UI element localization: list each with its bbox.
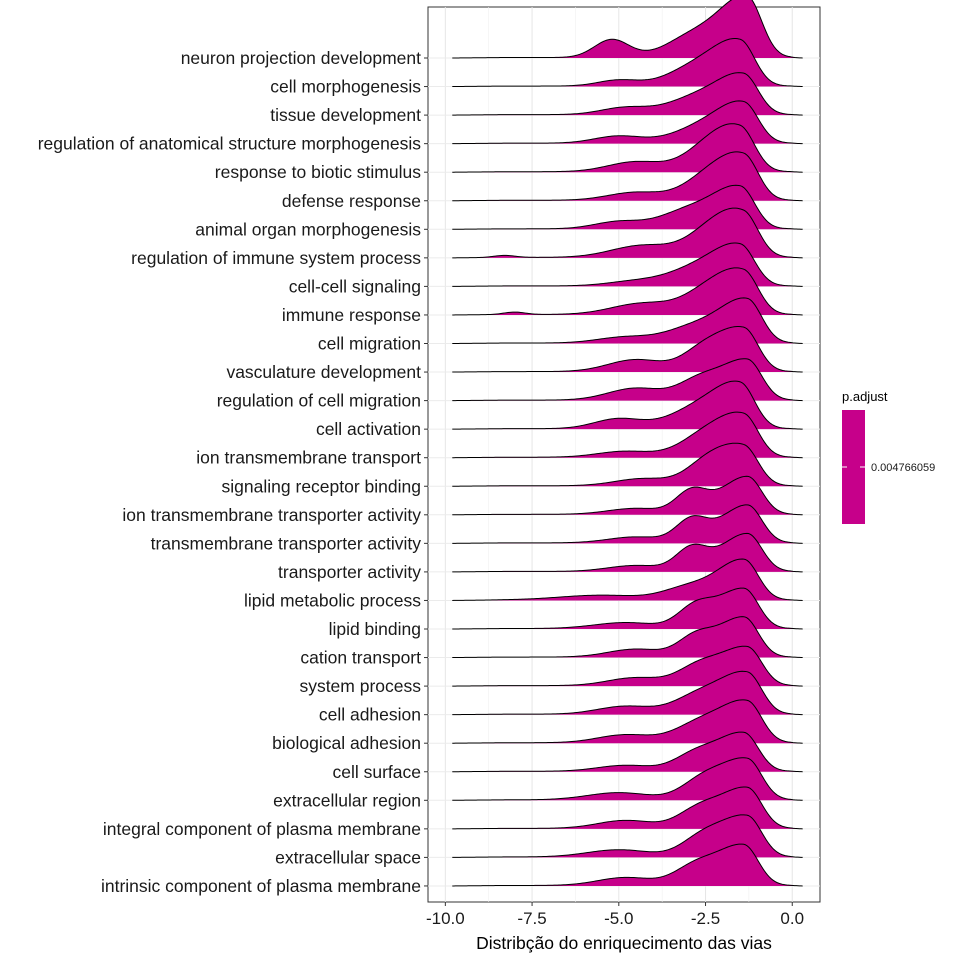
legend-colorbar — [842, 410, 865, 524]
category-label: lipid metabolic process — [244, 590, 421, 610]
category-label: ion transmembrane transporter activity — [122, 505, 421, 525]
ridge-lipid-binding — [452, 588, 803, 629]
category-label: extracellular region — [273, 790, 421, 810]
ridge-outline — [452, 475, 803, 516]
ridge-intrinsic-component-of-plasma-membrane — [452, 844, 803, 886]
category-label: biological adhesion — [272, 733, 421, 753]
category-label: ion transmembrane transport — [196, 448, 421, 468]
ridge-outline — [452, 587, 803, 630]
category-label: cell-cell signaling — [289, 276, 421, 296]
category-label: cell morphogenesis — [270, 77, 421, 97]
ridge-outline — [452, 184, 803, 230]
ridge-outline — [452, 297, 803, 344]
legend-label: 0.004766059 — [871, 462, 935, 474]
ridge-outline — [452, 100, 803, 145]
x-tick-label: 0.0 — [780, 909, 804, 928]
ridge-immune-response — [452, 267, 803, 315]
ridge-vasculature-development — [452, 326, 803, 373]
ridge-outline — [452, 358, 803, 402]
ridge-extracellular-space — [452, 814, 803, 858]
legend-title: p.adjust — [842, 389, 888, 404]
category-label: neuron projection development — [181, 48, 421, 68]
ridge-cell-migration — [452, 297, 803, 344]
x-tick-label: -10.0 — [426, 909, 465, 928]
ridge-lipid-metabolic-process — [452, 559, 803, 601]
ridge-outline — [452, 616, 803, 659]
category-label: signaling receptor binding — [222, 476, 421, 496]
category-label: cell adhesion — [319, 705, 421, 725]
ridge-cell-morphogenesis — [452, 38, 803, 87]
ridge-cell-activation — [452, 381, 803, 430]
ridge-outline — [452, 558, 803, 601]
category-label: transporter activity — [278, 562, 421, 582]
ridge-outline — [452, 731, 803, 773]
ridge-transmembrane-transporter-activity — [452, 504, 803, 544]
ridge-signaling-receptor-binding — [452, 443, 803, 487]
ridge-cell-surface — [452, 732, 803, 772]
ridge-system-process — [452, 646, 803, 687]
category-label: integral component of plasma membrane — [103, 819, 421, 839]
ridge-outline — [452, 207, 803, 259]
ridge-outline — [452, 267, 803, 316]
category-label: immune response — [282, 305, 421, 325]
ridge-outline — [452, 242, 803, 287]
ridges — [452, 0, 803, 887]
category-label: animal organ morphogenesis — [195, 219, 421, 239]
ridge-outline — [452, 504, 803, 544]
ridge-extracellular-region — [452, 757, 803, 801]
x-axis-title: Distribção do enriquecimento das vias — [476, 933, 772, 953]
ridge-ion-transmembrane-transport — [452, 412, 803, 458]
ridge-outline — [452, 380, 803, 430]
x-axis: -10.0 -7.5 -5.0 -2.5 0.0 — [426, 902, 804, 928]
x-tick-label: -5.0 — [604, 909, 633, 928]
ridge-outline — [452, 843, 803, 887]
category-label: regulation of immune system process — [131, 248, 421, 268]
ridge-regulation-of-immune-system-process — [452, 208, 803, 258]
category-label: cation transport — [300, 648, 421, 668]
ridge-outline — [452, 123, 803, 173]
ridge-outline — [452, 699, 803, 744]
ridge-outline — [452, 151, 803, 202]
category-label: regulation of anatomical structure morph… — [38, 134, 422, 154]
ridge-outline — [452, 411, 803, 459]
category-label: response to biotic stimulus — [215, 162, 421, 182]
ridge-outline — [452, 37, 803, 88]
ridge-cation-transport — [452, 616, 803, 658]
category-label: cell migration — [318, 334, 421, 354]
ridge-biological-adhesion — [452, 699, 803, 744]
ridge-neuron-projection-development — [452, 0, 803, 58]
ridge-ion-transmembrane-transporter-activity — [452, 476, 803, 515]
ridge-outline — [452, 645, 803, 687]
ridge-outline — [452, 786, 803, 830]
category-label: regulation of cell migration — [217, 391, 421, 411]
ridge-defense-response — [452, 151, 803, 201]
ridge-transporter-activity — [452, 533, 803, 572]
ridge-integral-component-of-plasma-membrane — [452, 787, 803, 829]
category-label: cell activation — [316, 419, 421, 439]
ridge-outline — [452, 757, 803, 801]
ridge-outline — [452, 0, 803, 59]
category-label: vasculature development — [226, 362, 421, 382]
ridge-outline — [452, 442, 803, 487]
ridge-outline — [452, 670, 803, 716]
ridge-cell-adhesion — [452, 671, 803, 715]
category-labels: neuron projection development cell morpho… — [38, 48, 428, 896]
category-label: transmembrane transporter activity — [151, 533, 422, 553]
ridge-outline — [452, 814, 803, 858]
x-tick-label: -7.5 — [517, 909, 546, 928]
category-label: defense response — [282, 191, 421, 211]
category-label: extracellular space — [275, 847, 421, 867]
ridge-outline — [452, 72, 803, 116]
category-label: lipid binding — [329, 619, 421, 639]
x-tick-label: -2.5 — [691, 909, 720, 928]
category-label: system process — [299, 676, 421, 696]
ridge-outline — [452, 532, 803, 573]
ridge-tissue-development — [452, 72, 803, 116]
category-label: cell surface — [332, 762, 421, 782]
category-label: tissue development — [270, 105, 421, 125]
category-label: intrinsic component of plasma membrane — [101, 876, 421, 896]
legend: p.adjust 0.004766059 — [842, 389, 935, 524]
ridge-outline — [452, 326, 803, 373]
